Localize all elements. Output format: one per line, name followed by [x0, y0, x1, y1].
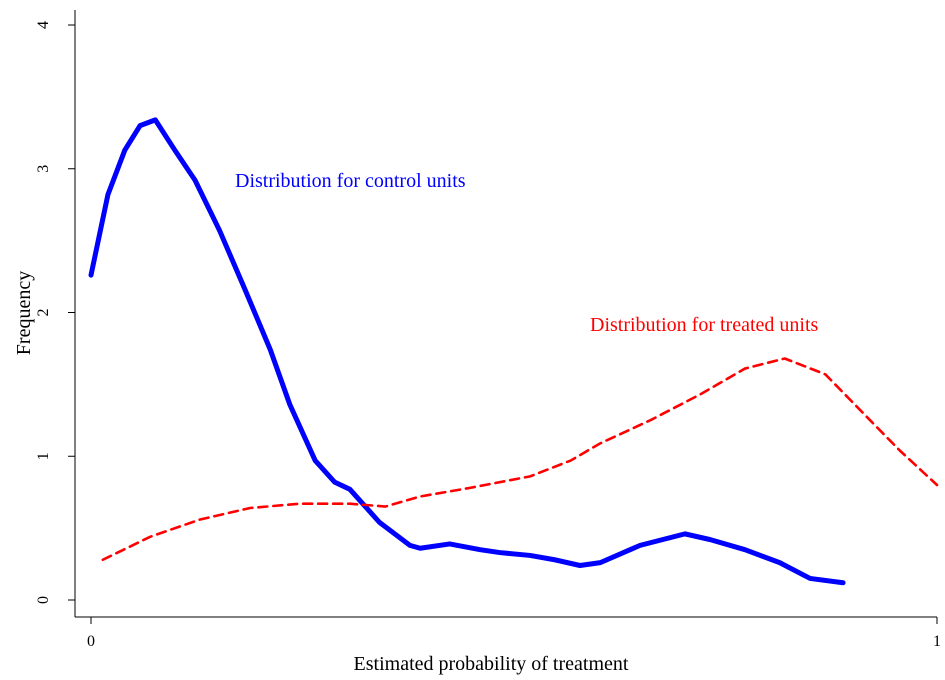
x-tick-label: 1 [933, 633, 941, 650]
x-axis-label: Estimated probability of treatment [354, 653, 629, 675]
y-tick-label: 1 [35, 452, 52, 460]
y-tick-label: 4 [35, 21, 52, 29]
x-tick-label: 0 [87, 633, 95, 650]
y-tick-label: 2 [35, 309, 52, 317]
y-tick-label: 0 [35, 596, 52, 604]
y-axis-label: Frequency [13, 271, 35, 355]
line-treated [101, 357, 939, 562]
line-control [88, 117, 846, 586]
y-tick-label: 3 [35, 165, 52, 173]
annotation: Distribution for treated units [590, 314, 819, 336]
annotation: Distribution for control units [235, 170, 466, 192]
